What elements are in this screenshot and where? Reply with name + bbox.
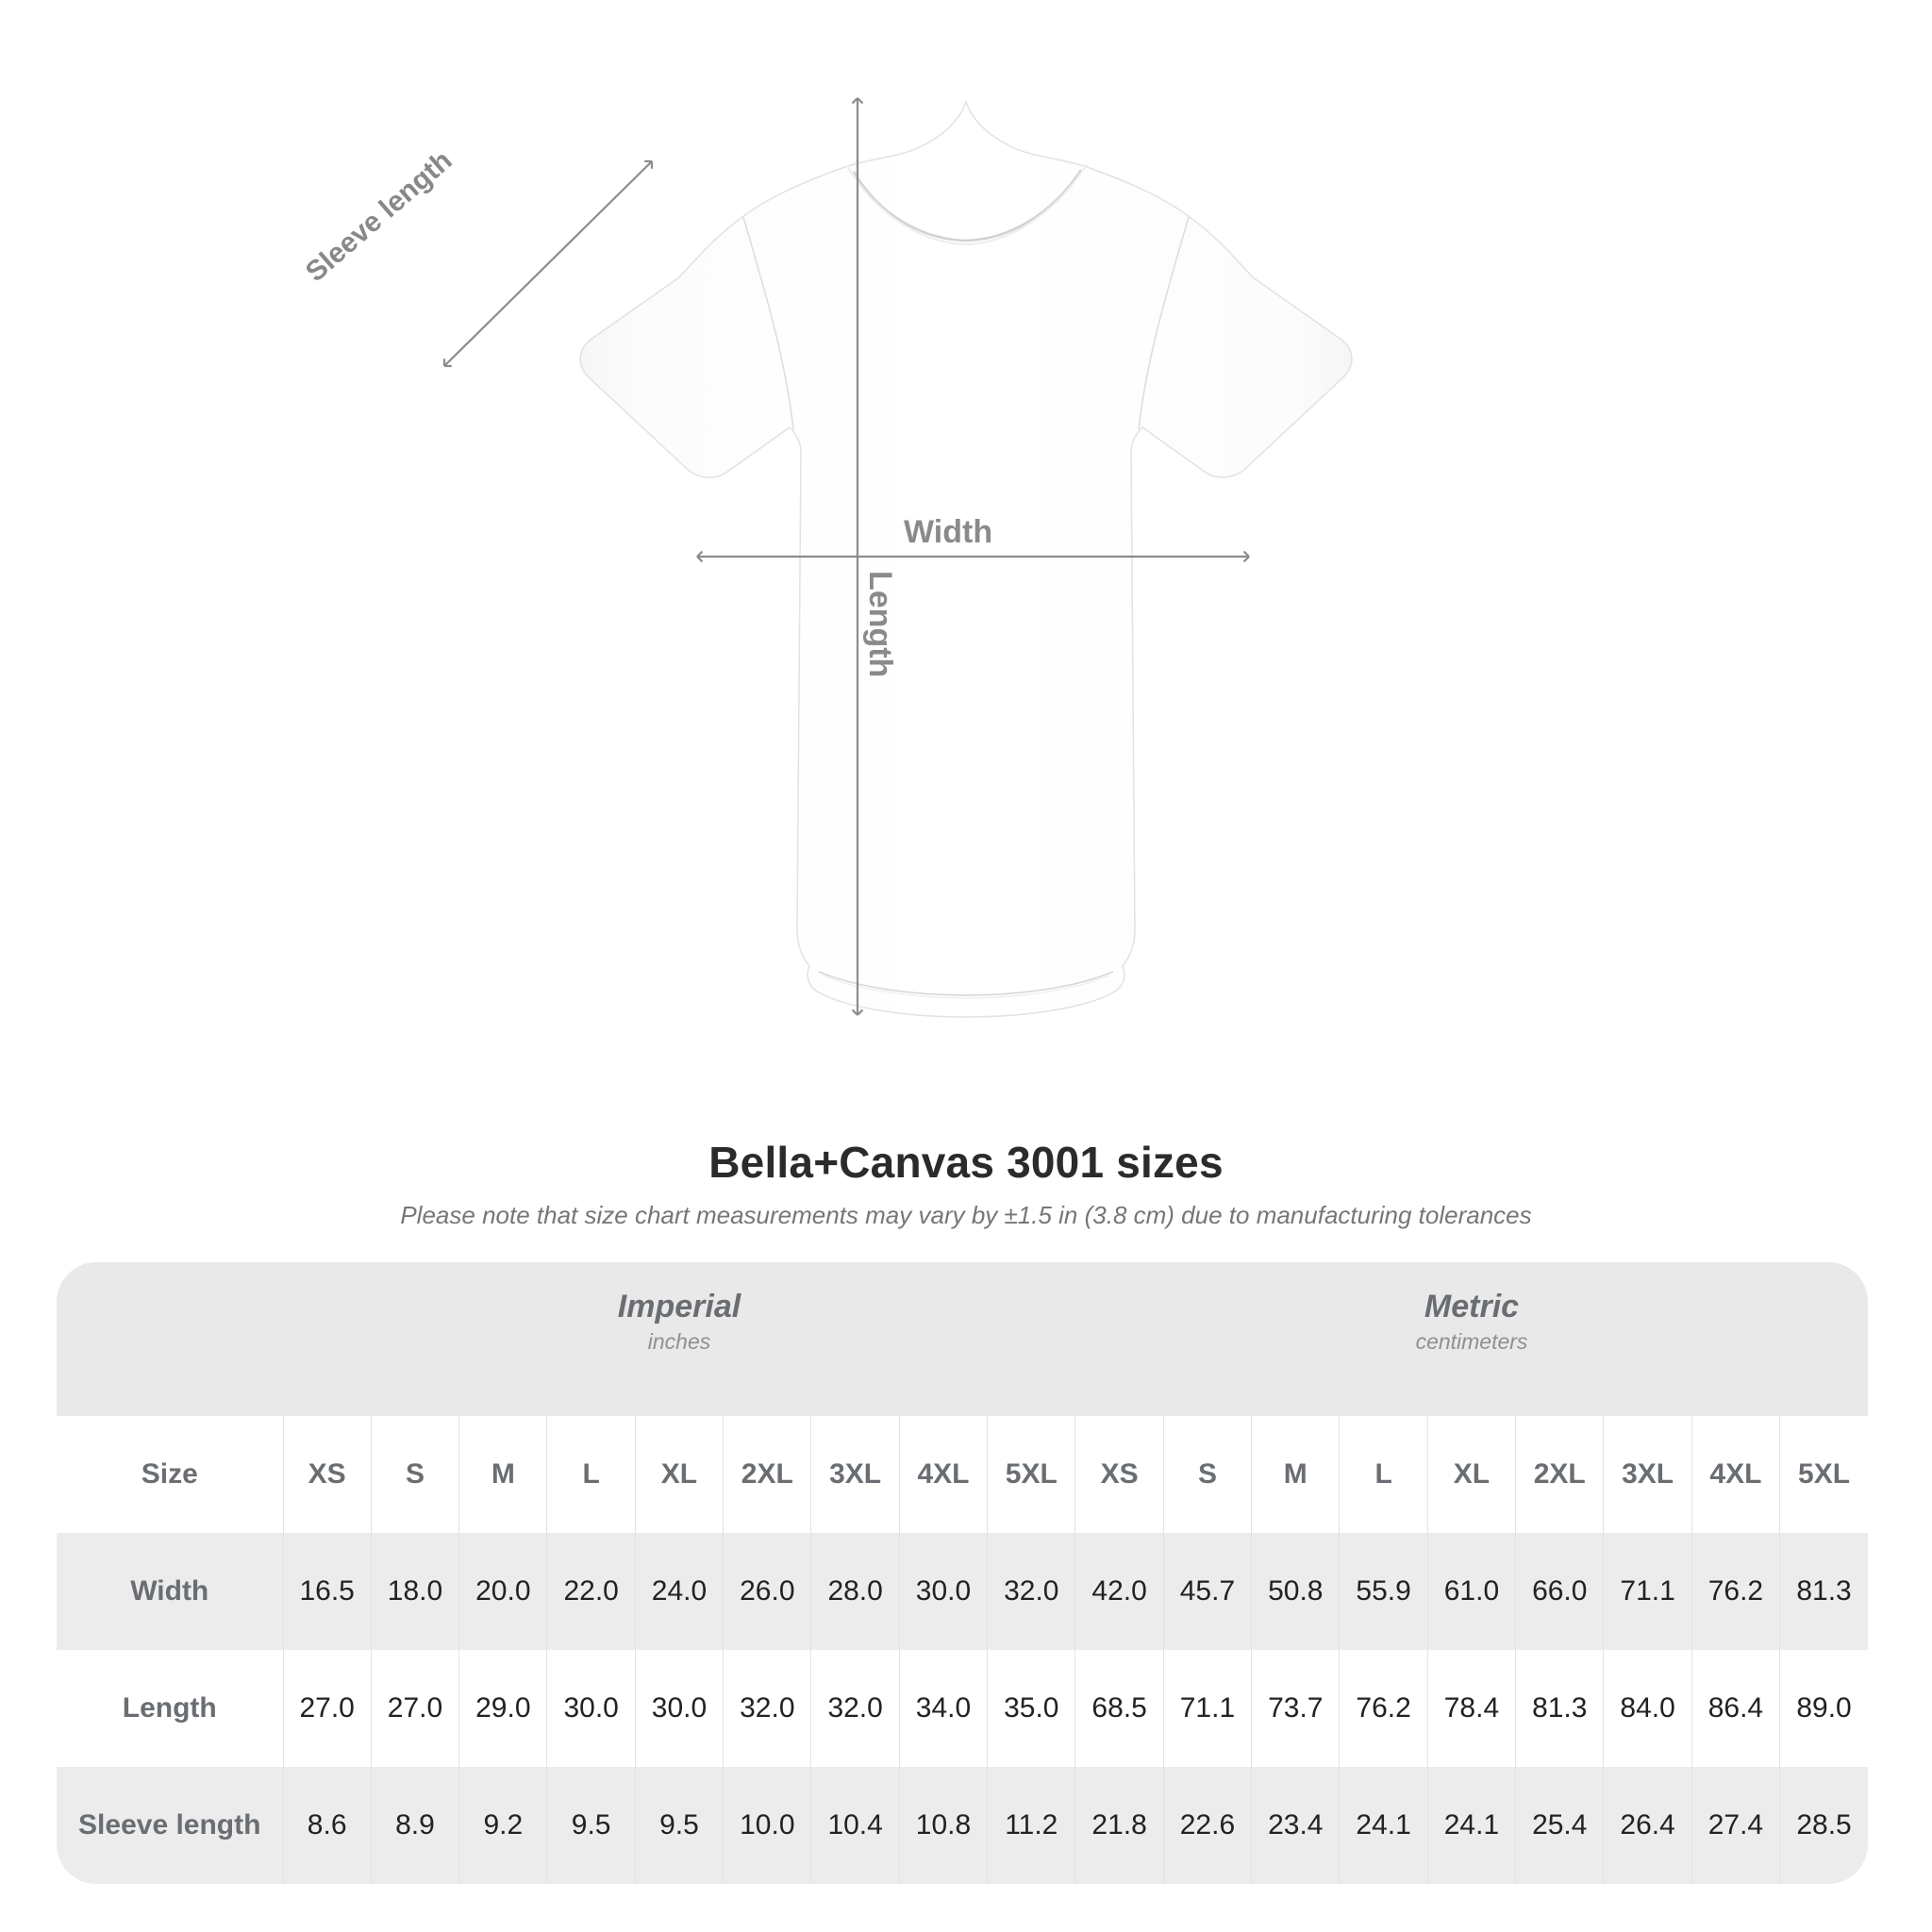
svg-text:Length: Length — [862, 571, 898, 677]
svg-text:Sleeve length: Sleeve length — [300, 144, 458, 288]
svg-text:Width: Width — [904, 514, 992, 550]
